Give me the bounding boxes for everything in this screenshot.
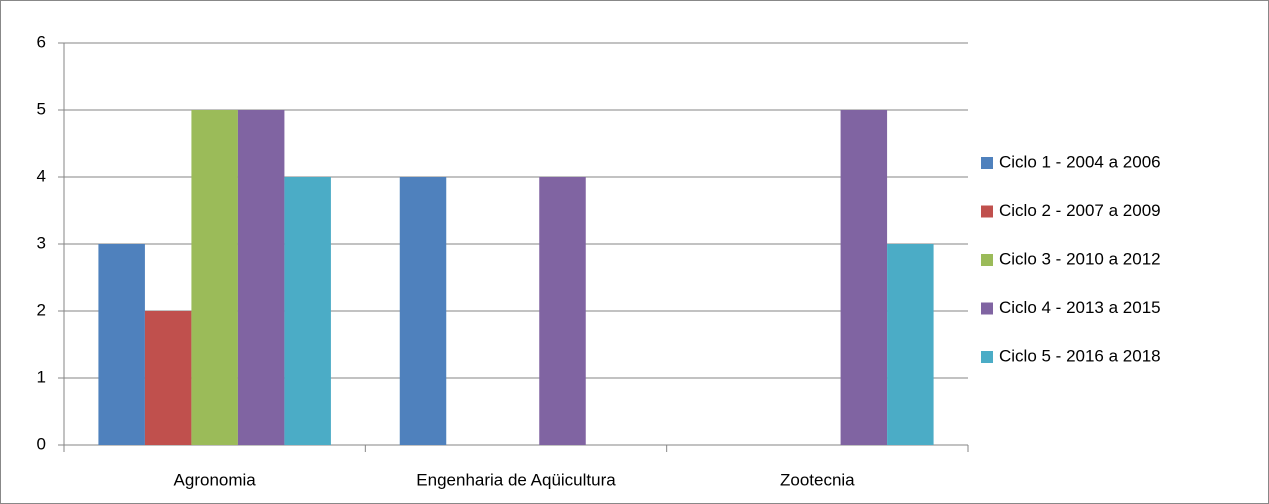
legend-swatch xyxy=(981,302,993,315)
legend-label: Ciclo 4 - 2013 a 2015 xyxy=(999,298,1161,317)
bar xyxy=(399,177,447,445)
y-tick-label: 4 xyxy=(37,166,46,185)
legend-swatch xyxy=(981,205,993,218)
bar xyxy=(237,110,285,445)
legend-swatch xyxy=(981,351,993,363)
legend-label: Ciclo 2 - 2007 a 2009 xyxy=(999,201,1161,220)
legend-label: Ciclo 3 - 2010 a 2012 xyxy=(999,249,1161,268)
bar xyxy=(539,177,586,445)
x-tick-label: Agronomia xyxy=(174,470,257,489)
y-tick-label: 0 xyxy=(37,434,46,453)
bar xyxy=(887,244,934,445)
legend-swatch xyxy=(981,254,993,266)
legend-label: Ciclo 5 - 2016 a 2018 xyxy=(999,346,1161,365)
y-tick-label: 6 xyxy=(37,32,46,51)
bar xyxy=(840,110,888,445)
legend-swatch xyxy=(981,157,993,169)
y-tick-label: 5 xyxy=(37,99,46,118)
x-tick-label: Engenharia de Aqüicultura xyxy=(416,470,616,489)
bar xyxy=(98,244,145,445)
bar xyxy=(144,311,192,445)
y-tick-label: 3 xyxy=(37,233,46,252)
y-tick-label: 2 xyxy=(37,300,46,319)
x-tick-label: Zootecnia xyxy=(780,470,855,489)
bar xyxy=(191,110,238,445)
y-tick-label: 1 xyxy=(37,367,46,386)
legend-label: Ciclo 1 - 2004 a 2006 xyxy=(999,152,1161,171)
bar xyxy=(284,177,331,445)
